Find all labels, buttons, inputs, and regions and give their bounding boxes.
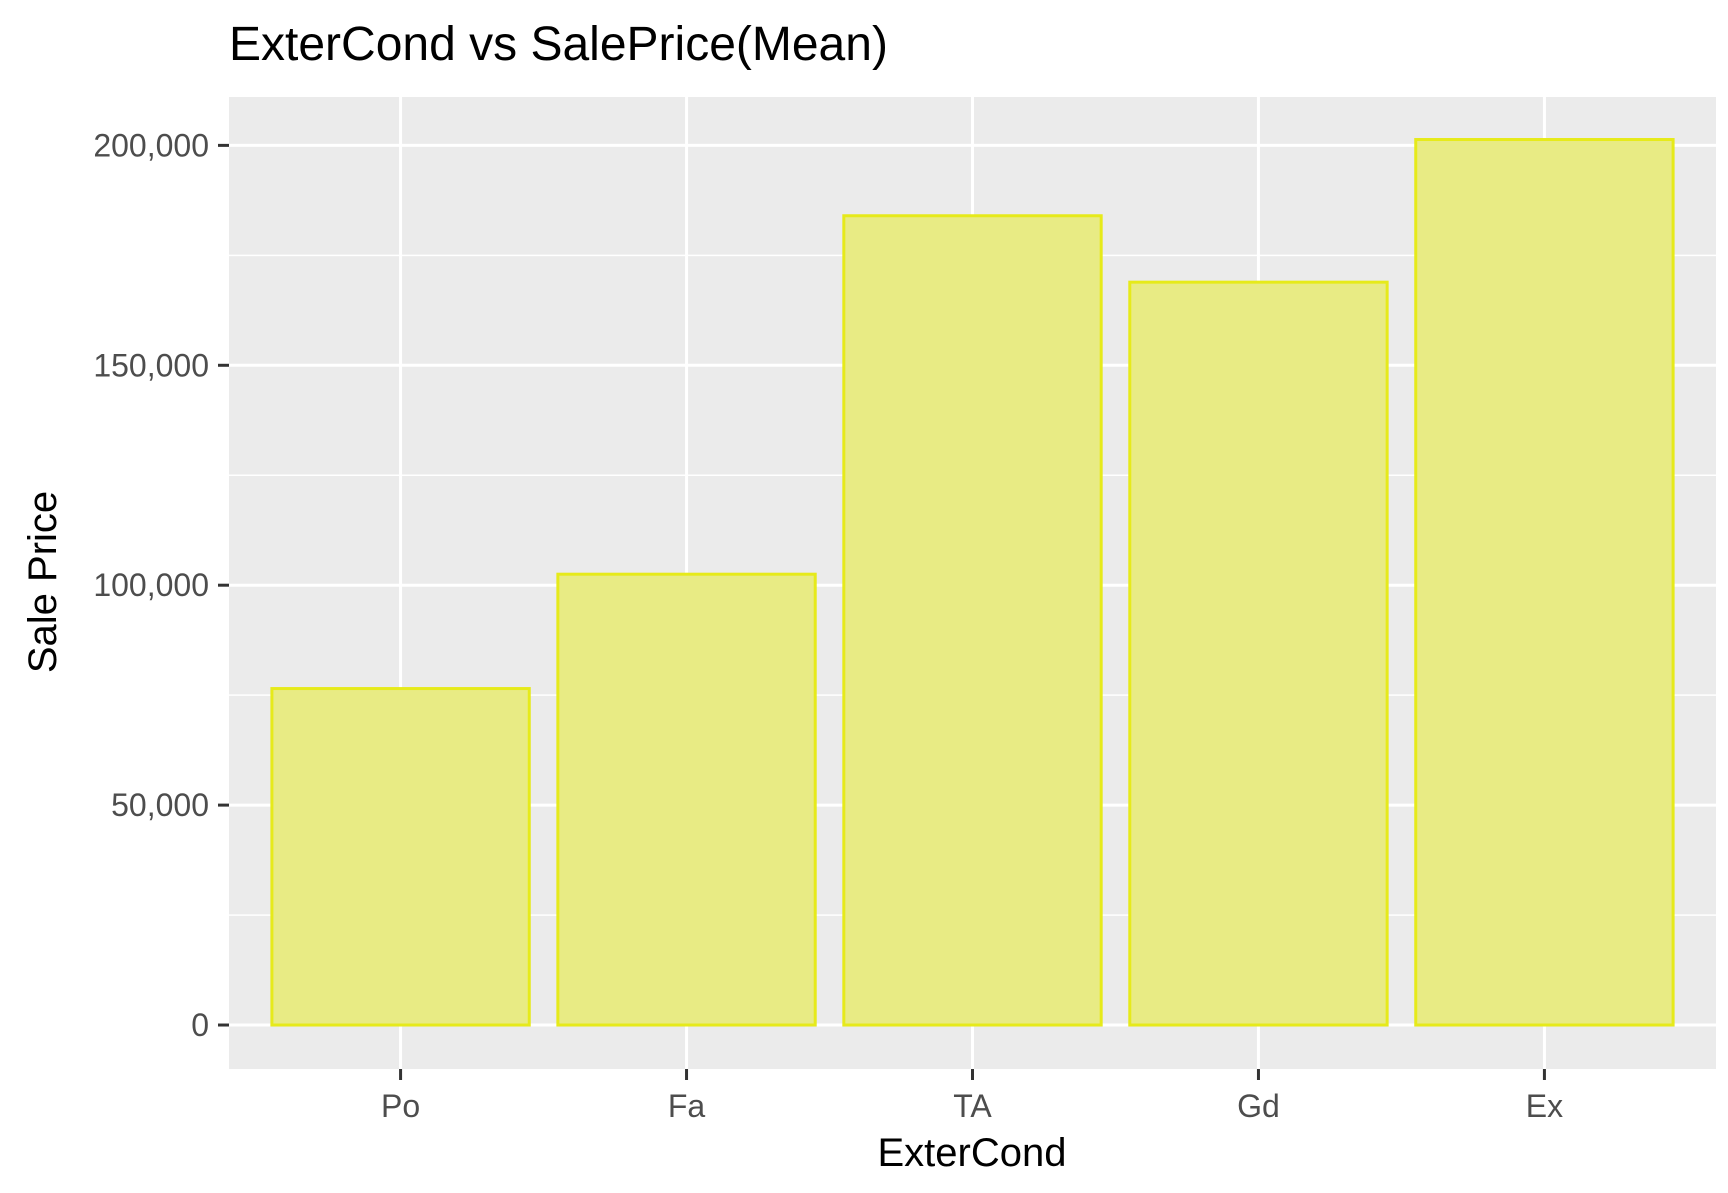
x-axis: Po Fa TA Gd Ex <box>381 1069 1563 1124</box>
x-tick-label: Fa <box>668 1088 706 1124</box>
y-tick-label: 50,000 <box>111 787 209 823</box>
y-axis-title: Sale Price <box>21 491 65 673</box>
x-tick-label: Po <box>381 1088 420 1124</box>
y-tick-label: 200,000 <box>93 127 209 163</box>
bars <box>270 138 1675 1027</box>
y-tick-label: 0 <box>191 1007 209 1043</box>
bar-fa <box>556 572 817 1027</box>
bar-ex <box>1414 138 1675 1027</box>
y-tick-label: 150,000 <box>93 347 209 383</box>
bar-po <box>270 687 531 1027</box>
y-tick-label: 100,000 <box>93 567 209 603</box>
x-axis-title: ExterCond <box>878 1131 1067 1175</box>
chart-title: ExterCond vs SalePrice(Mean) <box>229 18 888 71</box>
x-tick-label: Gd <box>1237 1088 1280 1124</box>
x-tick-label: Ex <box>1526 1088 1563 1124</box>
bar-gd <box>1128 280 1389 1027</box>
bar-ta <box>842 214 1103 1027</box>
y-axis: 0 50,000 100,000 150,000 200,000 <box>93 127 229 1043</box>
x-tick-label: TA <box>953 1088 992 1124</box>
